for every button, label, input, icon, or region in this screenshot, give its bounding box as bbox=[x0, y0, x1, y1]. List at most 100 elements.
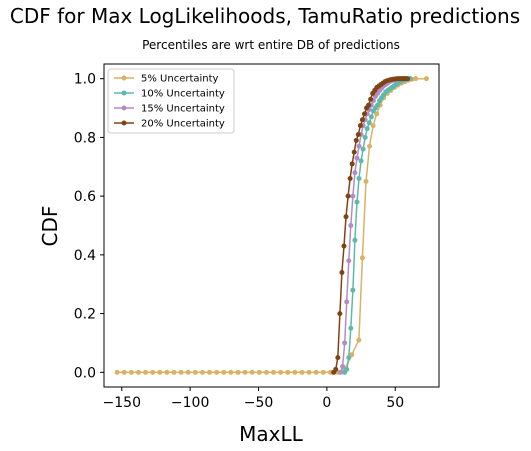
series-1-point bbox=[128, 369, 134, 375]
series-1-point bbox=[121, 369, 127, 375]
series-1-point bbox=[192, 369, 198, 375]
series-1-point bbox=[292, 369, 298, 375]
series-3-point bbox=[354, 155, 360, 161]
series-2-point bbox=[360, 146, 366, 152]
series-1-point bbox=[313, 369, 319, 375]
series-2-point bbox=[348, 325, 354, 331]
series-2-point bbox=[366, 120, 372, 126]
chart-subtitle: Percentiles are wrt entire DB of predict… bbox=[142, 38, 400, 52]
series-2-point bbox=[368, 114, 374, 120]
series-3-point bbox=[346, 258, 352, 264]
y-tick-label: 1.0 bbox=[74, 72, 96, 88]
series-4-point bbox=[405, 76, 411, 82]
series-1-point bbox=[256, 369, 262, 375]
x-tick-label: −100 bbox=[171, 395, 209, 411]
series-4-point bbox=[355, 131, 361, 137]
x-tick-label: −150 bbox=[103, 395, 141, 411]
y-tick-label: 0.4 bbox=[74, 248, 96, 264]
series-1-point bbox=[164, 369, 170, 375]
series-1-point bbox=[207, 369, 213, 375]
legend-label-2: 10% Uncertainty bbox=[141, 89, 225, 100]
x-tick-label: 50 bbox=[386, 395, 404, 411]
y-axis-title: CDF bbox=[38, 206, 62, 247]
series-1-point bbox=[271, 369, 277, 375]
legend-marker-1 bbox=[121, 75, 127, 81]
series-1-point bbox=[171, 369, 177, 375]
x-tick-label: −50 bbox=[244, 395, 274, 411]
series-4-point bbox=[345, 193, 351, 199]
series-1-point bbox=[242, 369, 248, 375]
series-4-point bbox=[337, 311, 343, 317]
series-1-point bbox=[359, 255, 365, 261]
series-4-point bbox=[353, 137, 359, 143]
series-4-point bbox=[347, 176, 353, 182]
series-1-point bbox=[228, 369, 234, 375]
plot-area: −150 −100 −50 0 50 0.0 0.2 0.4 0.6 0.8 1.0 5% Uncer… bbox=[74, 63, 440, 411]
series-4-point bbox=[339, 269, 345, 275]
series-1-point bbox=[367, 143, 373, 149]
y-tick-label: 0.8 bbox=[74, 130, 96, 146]
x-tick-label: 0 bbox=[322, 395, 331, 411]
series-line-2 bbox=[344, 77, 411, 373]
y-tick-label: 0.0 bbox=[74, 365, 96, 381]
legend-box bbox=[107, 68, 235, 134]
series-3-point bbox=[348, 223, 354, 228]
legend-label-1: 5% Uncertainty bbox=[141, 74, 219, 85]
series-1-point bbox=[363, 178, 369, 184]
series-1-point bbox=[235, 369, 241, 375]
plot-frame bbox=[103, 63, 440, 388]
series-2-point bbox=[364, 126, 370, 132]
series-1-point bbox=[320, 369, 326, 375]
series-4-point bbox=[366, 102, 372, 108]
chart-title: CDF for Max LogLikelihoods, TamuRatio pr… bbox=[10, 4, 520, 28]
series-4-point bbox=[357, 123, 363, 129]
series-4-point bbox=[341, 243, 347, 249]
series-1-point bbox=[249, 369, 255, 375]
series-1-point bbox=[157, 369, 163, 375]
series-2-point bbox=[354, 199, 360, 205]
legend-marker-3 bbox=[121, 105, 127, 111]
series-1-point bbox=[299, 369, 305, 375]
legend-marker-4 bbox=[121, 120, 127, 126]
series-3-point bbox=[352, 170, 358, 176]
series-2-point bbox=[374, 102, 380, 108]
series-4-point bbox=[335, 355, 341, 361]
series-1-point bbox=[356, 337, 362, 343]
series-2-point bbox=[350, 287, 356, 293]
series-4-point bbox=[349, 161, 355, 167]
series-4-point bbox=[351, 149, 357, 155]
series-3-point bbox=[350, 193, 356, 199]
series-1-point bbox=[423, 76, 429, 82]
x-axis-title: MaxLL bbox=[239, 422, 303, 446]
series-1-point bbox=[114, 369, 120, 375]
series-2-point bbox=[352, 237, 358, 243]
series-2-point bbox=[344, 366, 350, 372]
series-1-point bbox=[370, 123, 376, 129]
series-2-point bbox=[346, 355, 352, 361]
series-2-point bbox=[356, 176, 362, 182]
series-4-point bbox=[333, 366, 339, 372]
series-4-point bbox=[361, 111, 367, 117]
series-3-point bbox=[344, 299, 350, 305]
series-2-point bbox=[358, 158, 364, 164]
series-1-point bbox=[413, 76, 419, 82]
series-1-point bbox=[150, 369, 156, 375]
series-1-point bbox=[374, 111, 380, 117]
series-1-point bbox=[178, 369, 184, 375]
series-4-point bbox=[343, 214, 349, 220]
series-1-point bbox=[263, 369, 269, 375]
series-3-point bbox=[338, 369, 344, 375]
legend-label-4: 20% Uncertainty bbox=[141, 119, 225, 130]
series-2-point bbox=[362, 134, 368, 140]
y-tick-label: 0.6 bbox=[74, 189, 96, 205]
series-3-point bbox=[342, 340, 348, 346]
series-4-point bbox=[359, 117, 365, 123]
series-1-point bbox=[135, 369, 141, 375]
series-1-point bbox=[214, 369, 220, 375]
legend-label-3: 15% Uncertainty bbox=[141, 104, 225, 115]
series-1-point bbox=[221, 369, 227, 375]
series-4-point bbox=[368, 96, 374, 102]
y-tick-label: 0.2 bbox=[74, 307, 96, 323]
series-3-point bbox=[340, 363, 346, 369]
